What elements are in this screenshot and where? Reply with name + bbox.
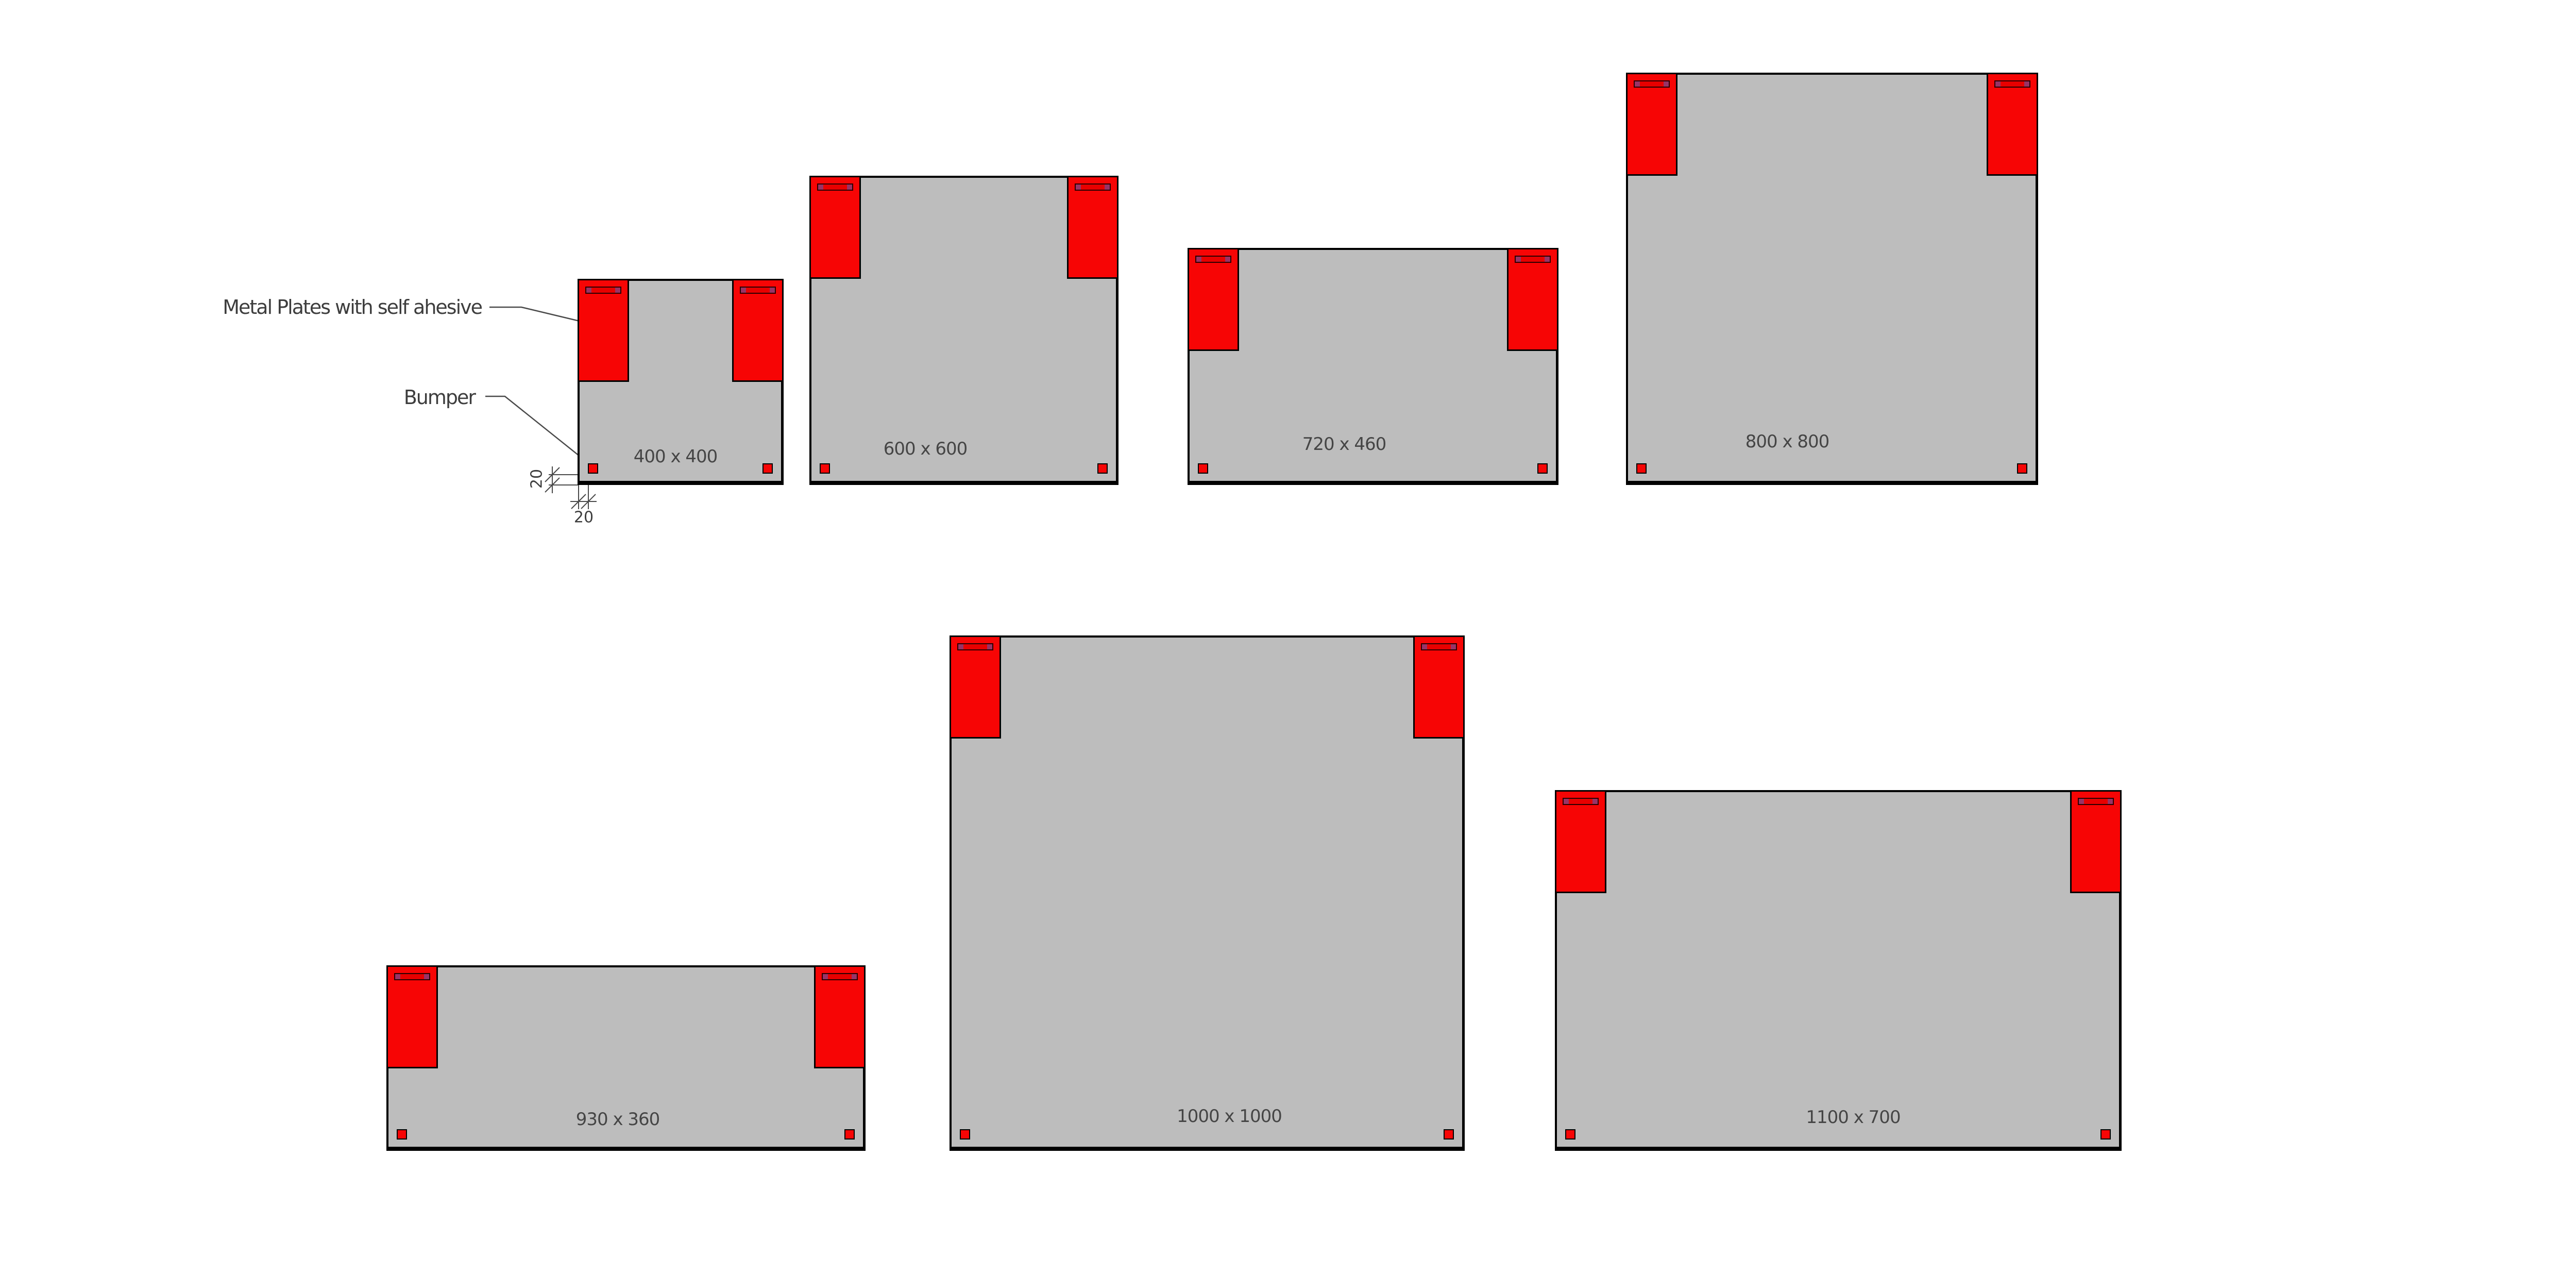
bumper-left xyxy=(1198,463,1208,474)
slot-cap-right xyxy=(987,644,992,649)
metal-plate-left xyxy=(1188,248,1239,351)
slot-cap-left xyxy=(1516,257,1521,262)
metal-plate-right xyxy=(1067,176,1118,279)
panel-size-label: 1100 x 700 xyxy=(1806,1107,1901,1128)
plate-slot xyxy=(585,287,621,294)
slot-cap-right xyxy=(1105,185,1110,190)
panel-600x600: 600 x 600 xyxy=(809,176,1118,485)
plate-slot xyxy=(1075,183,1111,191)
slot-cap-left xyxy=(823,974,828,979)
metal-plate-left xyxy=(578,279,629,382)
metal-plate-right xyxy=(814,965,866,1068)
slot-cap-left xyxy=(741,288,746,293)
panel-size-label: 1000 x 1000 xyxy=(1177,1106,1282,1127)
bumper-right xyxy=(2100,1129,2111,1140)
dimension-bumper-bottom-offset xyxy=(545,466,588,493)
metal-plate-right xyxy=(1987,73,2038,176)
bumper-right xyxy=(844,1129,855,1140)
bumper-left xyxy=(1636,463,1647,474)
dim-text-side-offset: 20 xyxy=(574,509,594,527)
panel-size-label: 800 x 800 xyxy=(1745,431,1830,452)
plate-slot xyxy=(817,183,853,191)
metal-plate-left xyxy=(809,176,861,279)
plate-slot xyxy=(1634,80,1670,88)
bumper-left xyxy=(397,1129,407,1140)
bumper-left xyxy=(960,1129,970,1140)
metal-plate-left xyxy=(950,635,1001,739)
plate-slot xyxy=(957,643,993,650)
plate-slot xyxy=(740,287,776,294)
metal-plate-right xyxy=(1507,248,1558,351)
slot-cap-left xyxy=(1422,644,1427,649)
metal-plate-right xyxy=(732,279,784,382)
metal-plate-left xyxy=(1626,73,1677,176)
slot-cap-left xyxy=(1564,799,1569,804)
panel-1000x1000: 1000 x 1000 xyxy=(950,635,1465,1151)
slot-cap-right xyxy=(2024,81,2029,87)
slot-cap-right xyxy=(1451,644,1456,649)
bumper-left xyxy=(1565,1129,1575,1140)
slot-cap-right xyxy=(1225,257,1230,262)
slot-cap-left xyxy=(1196,257,1201,262)
bumper-label: Bumper xyxy=(403,386,476,409)
slot-cap-right xyxy=(615,288,620,293)
dim-text-bottom-offset: 20 xyxy=(528,469,546,489)
metal-plate-left xyxy=(386,965,438,1068)
bumper-right xyxy=(1537,463,1548,474)
panel-930x360: 930 x 360 xyxy=(386,965,866,1151)
plate-slot xyxy=(1563,798,1599,805)
slot-cap-right xyxy=(847,185,852,190)
panel-size-label: 400 x 400 xyxy=(633,446,718,467)
bumper-right xyxy=(1444,1129,1454,1140)
bumper-right xyxy=(762,463,773,474)
plate-slot xyxy=(1515,256,1551,263)
panel-400x400: 400 x 400 xyxy=(578,279,784,485)
slot-cap-right xyxy=(2108,799,2113,804)
metal-plates-leader-line xyxy=(489,306,594,326)
slot-cap-right xyxy=(424,974,429,979)
slot-cap-right xyxy=(852,974,857,979)
slot-cap-left xyxy=(395,974,400,979)
slot-cap-left xyxy=(1995,81,2001,87)
slot-cap-right xyxy=(1592,799,1598,804)
panel-720x460: 720 x 460 xyxy=(1188,248,1558,485)
metal-plate-right xyxy=(2070,790,2122,893)
panel-size-label: 930 x 360 xyxy=(575,1109,660,1130)
slot-cap-left xyxy=(958,644,963,649)
slot-cap-right xyxy=(770,288,775,293)
bumper-left xyxy=(588,463,598,474)
bumper-left xyxy=(820,463,830,474)
plate-slot xyxy=(1994,80,2030,88)
plate-slot xyxy=(1421,643,1457,650)
slot-cap-right xyxy=(1664,81,1669,87)
plate-slot xyxy=(2078,798,2114,805)
plate-slot xyxy=(1195,256,1231,263)
metal-plates-label: Metal Plates with self ahesive xyxy=(223,296,483,319)
metal-plate-left xyxy=(1555,790,1606,893)
slot-cap-right xyxy=(1545,257,1550,262)
panel-800x800: 800 x 800 xyxy=(1626,73,2038,485)
panel-1100x700: 1100 x 700 xyxy=(1555,790,2122,1151)
plate-slot xyxy=(822,973,858,980)
metal-plate-right xyxy=(1413,635,1465,739)
plate-slot xyxy=(394,973,430,980)
slot-cap-left xyxy=(1076,185,1081,190)
panel-size-label: 600 x 600 xyxy=(883,439,968,459)
slot-cap-left xyxy=(1635,81,1640,87)
bumper-right xyxy=(1097,463,1108,474)
bumper-right xyxy=(2017,463,2027,474)
panel-size-label: 720 x 460 xyxy=(1302,434,1387,455)
slot-cap-left xyxy=(586,288,591,293)
slot-cap-left xyxy=(2079,799,2084,804)
slot-cap-left xyxy=(818,185,823,190)
bumper-leader-line xyxy=(485,395,591,465)
